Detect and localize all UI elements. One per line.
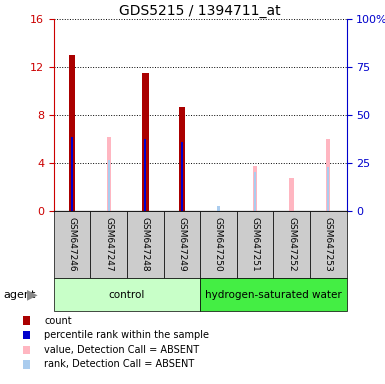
- Bar: [54, 278, 200, 311]
- Text: GSM647253: GSM647253: [324, 217, 333, 271]
- Bar: [253, 166, 257, 211]
- Bar: [71, 137, 73, 211]
- Text: GSM647246: GSM647246: [68, 217, 77, 271]
- Bar: [107, 137, 111, 211]
- Text: GSM647248: GSM647248: [141, 217, 150, 271]
- Bar: [200, 211, 237, 278]
- Title: GDS5215 / 1394711_at: GDS5215 / 1394711_at: [119, 4, 281, 18]
- Text: control: control: [109, 290, 145, 300]
- Bar: [326, 139, 330, 211]
- Text: GSM647247: GSM647247: [104, 217, 113, 271]
- Bar: [218, 207, 219, 211]
- Bar: [179, 107, 185, 211]
- Bar: [237, 211, 273, 278]
- Text: GSM647252: GSM647252: [287, 217, 296, 271]
- Bar: [327, 167, 329, 211]
- Bar: [254, 172, 256, 211]
- Text: GSM647249: GSM647249: [177, 217, 186, 271]
- Bar: [273, 211, 310, 278]
- Text: agent: agent: [4, 290, 36, 300]
- Bar: [181, 142, 183, 211]
- Text: hydrogen-saturated water: hydrogen-saturated water: [205, 290, 342, 300]
- Bar: [69, 55, 75, 211]
- Bar: [310, 211, 346, 278]
- Bar: [164, 211, 200, 278]
- Text: value, Detection Call = ABSENT: value, Detection Call = ABSENT: [44, 345, 199, 355]
- Text: count: count: [44, 316, 72, 326]
- Bar: [54, 211, 90, 278]
- Text: percentile rank within the sample: percentile rank within the sample: [44, 330, 209, 340]
- Text: GSM647251: GSM647251: [251, 217, 259, 271]
- Text: ▶: ▶: [27, 288, 38, 302]
- Bar: [108, 160, 110, 211]
- Bar: [90, 211, 127, 278]
- Bar: [290, 177, 294, 211]
- Text: rank, Detection Call = ABSENT: rank, Detection Call = ABSENT: [44, 359, 194, 369]
- Bar: [127, 211, 164, 278]
- Bar: [142, 73, 149, 211]
- Bar: [200, 278, 346, 311]
- Text: GSM647250: GSM647250: [214, 217, 223, 271]
- Bar: [144, 139, 146, 211]
